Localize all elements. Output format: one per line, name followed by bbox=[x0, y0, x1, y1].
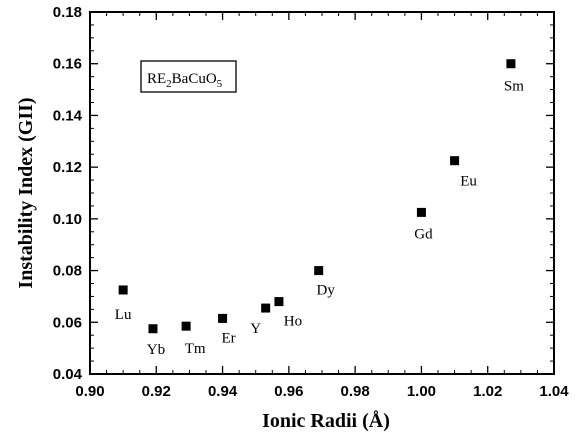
y-tick-label: 0.14 bbox=[53, 107, 83, 124]
x-tick-label: 0.90 bbox=[75, 383, 104, 400]
y-tick-label: 0.06 bbox=[53, 314, 82, 331]
y-tick-label: 0.16 bbox=[53, 56, 82, 73]
data-point-label: Ho bbox=[284, 314, 302, 330]
data-points bbox=[118, 59, 516, 334]
data-point-label: Yb bbox=[147, 342, 165, 358]
y-tick-label: 0.08 bbox=[53, 263, 82, 280]
data-point bbox=[148, 324, 158, 334]
data-point-label: Dy bbox=[317, 283, 336, 299]
x-tick-label: 1.02 bbox=[473, 383, 502, 400]
legend-frame bbox=[140, 60, 237, 93]
y-tick-labels: 0.04 0.06 0.08 0.10 0.12 0.14 0.16 0.18 bbox=[53, 4, 83, 383]
data-point-label: Y bbox=[250, 321, 261, 337]
x-tick-label: 0.94 bbox=[208, 383, 238, 400]
data-point bbox=[218, 313, 228, 323]
data-point bbox=[506, 59, 516, 69]
legend-box: RE2BaCuO5 bbox=[140, 60, 237, 93]
data-point-label: Lu bbox=[115, 307, 132, 323]
legend-prefix: RE bbox=[147, 71, 166, 87]
x-axis-title: Ionic Radii (Å) bbox=[262, 409, 390, 432]
x-tick-label: 0.92 bbox=[142, 383, 171, 400]
x-tick-label: 0.98 bbox=[341, 383, 370, 400]
y-tick-label: 0.18 bbox=[53, 4, 82, 21]
x-tick-labels: 0.90 0.92 0.94 0.96 0.98 1.00 1.02 1.04 bbox=[75, 383, 569, 400]
y-tick-label: 0.10 bbox=[53, 211, 82, 228]
data-point-label: Tm bbox=[185, 341, 206, 357]
x-tick-label: 1.00 bbox=[407, 383, 436, 400]
data-point-labels: Lu Yb Tm Er Y Ho Dy Gd Eu Sm bbox=[115, 79, 524, 358]
data-point bbox=[274, 297, 284, 307]
data-point bbox=[416, 207, 426, 217]
data-point-label: Eu bbox=[460, 174, 477, 190]
data-point-label: Er bbox=[221, 330, 235, 346]
data-point bbox=[314, 266, 324, 276]
data-point bbox=[450, 156, 460, 166]
x-tick-label: 1.04 bbox=[539, 383, 569, 400]
data-point bbox=[181, 321, 191, 331]
y-axis-title: Instability Index (GII) bbox=[15, 97, 37, 288]
legend-label: RE2BaCuO5 bbox=[147, 71, 223, 90]
legend-sub2: 5 bbox=[217, 78, 223, 90]
data-point bbox=[118, 285, 128, 295]
y-tick-label: 0.04 bbox=[53, 366, 83, 383]
data-point bbox=[261, 303, 271, 313]
tick-marks bbox=[89, 11, 555, 375]
data-point-label: Sm bbox=[504, 79, 524, 95]
legend-middle: BaCuO bbox=[172, 71, 217, 87]
y-tick-label: 0.12 bbox=[53, 159, 82, 176]
x-tick-label: 0.96 bbox=[274, 383, 303, 400]
data-point-label: Gd bbox=[414, 226, 433, 242]
legend-sub1: 2 bbox=[166, 78, 172, 90]
